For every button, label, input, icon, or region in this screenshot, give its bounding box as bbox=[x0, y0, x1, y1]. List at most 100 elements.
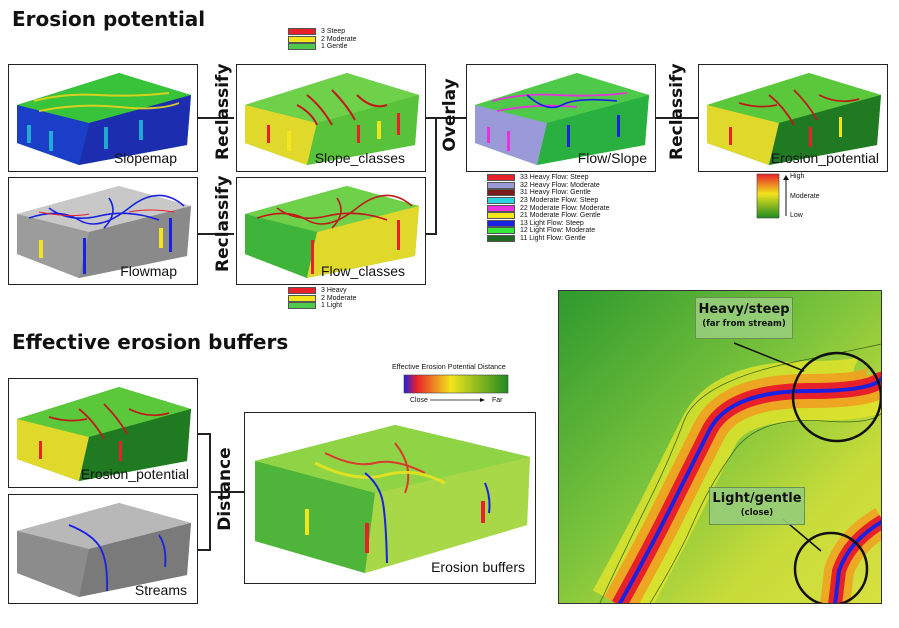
legend-label: 21 Moderate Flow: Gentle bbox=[520, 212, 601, 220]
legend-swatch bbox=[487, 219, 515, 227]
connector-line bbox=[210, 491, 244, 493]
flow-slope-legend-item: 32 Heavy Flow: Moderate bbox=[487, 181, 610, 190]
slopemap-terrain bbox=[17, 73, 191, 165]
erosion-potential-panel-2: Erosion_potential bbox=[8, 378, 198, 488]
legend-swatch bbox=[487, 212, 515, 220]
connector-line bbox=[426, 233, 436, 235]
light-gentle-callout: Light/gentle (close) bbox=[709, 487, 805, 525]
streams-label: Streams bbox=[134, 582, 187, 598]
erosion-scale-low: Low bbox=[790, 212, 803, 219]
legend-swatch bbox=[487, 181, 515, 189]
streams-terrain bbox=[17, 503, 191, 597]
legend-label: 33 Heavy Flow: Steep bbox=[520, 174, 589, 182]
legend-swatch bbox=[487, 227, 515, 235]
connector-line bbox=[198, 433, 210, 435]
legend-label: 32 Heavy Flow: Moderate bbox=[520, 181, 600, 189]
connector-bracket bbox=[435, 117, 437, 235]
streams-panel: Streams bbox=[8, 494, 198, 604]
distance-label: Distance bbox=[215, 447, 235, 531]
flow-slope-legend-item: 22 Moderate Flow: Moderate bbox=[487, 204, 610, 212]
heavy-steep-title: Heavy/steep bbox=[698, 302, 790, 317]
reclassify-label-2: Reclassify bbox=[213, 175, 233, 272]
slope-legend-item: 2 Moderate bbox=[288, 35, 357, 44]
legend-swatch bbox=[288, 43, 316, 51]
flowmap-label: Flowmap bbox=[120, 263, 177, 279]
distance-legend-close: Close bbox=[410, 397, 428, 404]
legend-swatch bbox=[487, 204, 515, 212]
connector-line bbox=[198, 549, 210, 551]
distance-legend-title: Effective Erosion Potential Distance bbox=[392, 362, 506, 371]
reclassify-label-3: Reclassify bbox=[667, 63, 687, 160]
section-title-erosion-potential: Erosion potential bbox=[12, 7, 206, 31]
legend-swatch bbox=[487, 189, 515, 197]
erosion-scale-moderate: Moderate bbox=[790, 193, 820, 200]
erosion-buffer-map-image bbox=[559, 291, 881, 603]
slope-classes-label: Slope_classes bbox=[314, 150, 405, 166]
legend-swatch bbox=[288, 35, 316, 43]
erosion-potential-terrain-2 bbox=[17, 387, 191, 481]
erosion-potential-label-2: Erosion_potential bbox=[80, 466, 189, 482]
connector-line bbox=[198, 117, 234, 119]
legend-label: 1 Light bbox=[321, 302, 343, 310]
flow-slope-panel: Flow/Slope bbox=[466, 64, 656, 172]
legend-label: 12 Light Flow: Moderate bbox=[520, 227, 596, 235]
slope-classes-terrain bbox=[245, 73, 419, 165]
slope-legend-item: 1 Gentle bbox=[288, 43, 356, 51]
flow-slope-legend: 33 Heavy Flow: Steep 32 Heavy Flow: Mode… bbox=[487, 174, 610, 243]
flow-slope-label: Flow/Slope bbox=[577, 150, 647, 166]
slopemap-label: Slopemap bbox=[113, 150, 177, 166]
flow-classes-terrain bbox=[245, 186, 419, 278]
overlay-label: Overlay bbox=[440, 78, 460, 152]
legend-label: 3 Steep bbox=[321, 28, 346, 36]
distance-legend bbox=[403, 374, 509, 402]
connector-line bbox=[426, 117, 436, 119]
arrow-right-icon bbox=[480, 398, 485, 402]
erosion-buffers-terrain bbox=[255, 425, 530, 573]
flowmap-panel: Flowmap bbox=[8, 177, 198, 285]
flow-legend-item: 1 Light bbox=[288, 302, 356, 310]
erosion-buffers-panel: Erosion buffers bbox=[244, 412, 536, 584]
legend-label: 22 Moderate Flow: Moderate bbox=[520, 204, 610, 212]
legend-label: 13 Light Flow: Steep bbox=[520, 219, 584, 227]
legend-label: 1 Gentle bbox=[321, 43, 348, 51]
legend-swatch bbox=[288, 28, 316, 36]
flow-legend-item: 3 Heavy bbox=[288, 287, 356, 295]
slope-legend-item: 3 Steep bbox=[288, 28, 356, 36]
flow-slope-legend-item: 12 Light Flow: Moderate bbox=[487, 227, 610, 235]
section-title-effective-buffers: Effective erosion buffers bbox=[12, 330, 289, 354]
connector-line bbox=[198, 233, 234, 235]
legend-label: 2 Moderate bbox=[321, 294, 357, 302]
flow-slope-legend-item: 21 Moderate Flow: Gentle bbox=[487, 212, 610, 220]
flow-legend: 3 Heavy 2 Moderate 1 Light bbox=[288, 287, 356, 310]
flow-classes-label: Flow_classes bbox=[320, 263, 405, 279]
flow-slope-legend-item: 23 Moderate Flow: Steep bbox=[487, 197, 610, 205]
light-gentle-title: Light/gentle bbox=[712, 491, 802, 506]
legend-swatch bbox=[288, 287, 316, 295]
erosion-buffers-label: Erosion buffers bbox=[431, 559, 525, 575]
erosion-buffer-map: Heavy/steep (far from stream) Light/gent… bbox=[558, 290, 882, 604]
connector-line bbox=[656, 117, 698, 119]
flow-slope-legend-item: 31 Heavy Flow: Gentle bbox=[487, 189, 610, 197]
legend-label: 31 Heavy Flow: Gentle bbox=[520, 189, 591, 197]
flow-legend-item: 2 Moderate bbox=[288, 294, 357, 303]
light-gentle-subtitle: (close) bbox=[740, 508, 774, 518]
heavy-steep-subtitle: (far from stream) bbox=[702, 319, 786, 329]
erosion-potential-panel: Erosion_potential bbox=[698, 64, 888, 172]
erosion-scale-high: High bbox=[790, 173, 805, 180]
slopemap-panel: Slopemap bbox=[8, 64, 198, 172]
flow-slope-legend-item: 13 Light Flow: Steep bbox=[487, 219, 610, 228]
legend-label: 23 Moderate Flow: Steep bbox=[520, 197, 599, 205]
light-gentle-circle bbox=[793, 531, 869, 603]
legend-label: 3 Heavy bbox=[321, 287, 347, 295]
legend-label: 11 Light Flow: Gentle bbox=[520, 235, 586, 243]
distance-gradient-bar bbox=[403, 374, 509, 394]
legend-swatch bbox=[487, 174, 515, 182]
legend-label: 2 Moderate bbox=[321, 35, 357, 43]
erosion-potential-terrain bbox=[707, 73, 881, 165]
flow-classes-panel: Flow_classes bbox=[236, 177, 426, 285]
callout-pointer bbox=[733, 342, 805, 372]
slope-classes-panel: Slope_classes bbox=[236, 64, 426, 172]
legend-swatch bbox=[487, 235, 515, 243]
legend-swatch bbox=[487, 197, 515, 205]
slope-legend: 3 Steep 2 Moderate 1 Gentle bbox=[288, 28, 356, 51]
